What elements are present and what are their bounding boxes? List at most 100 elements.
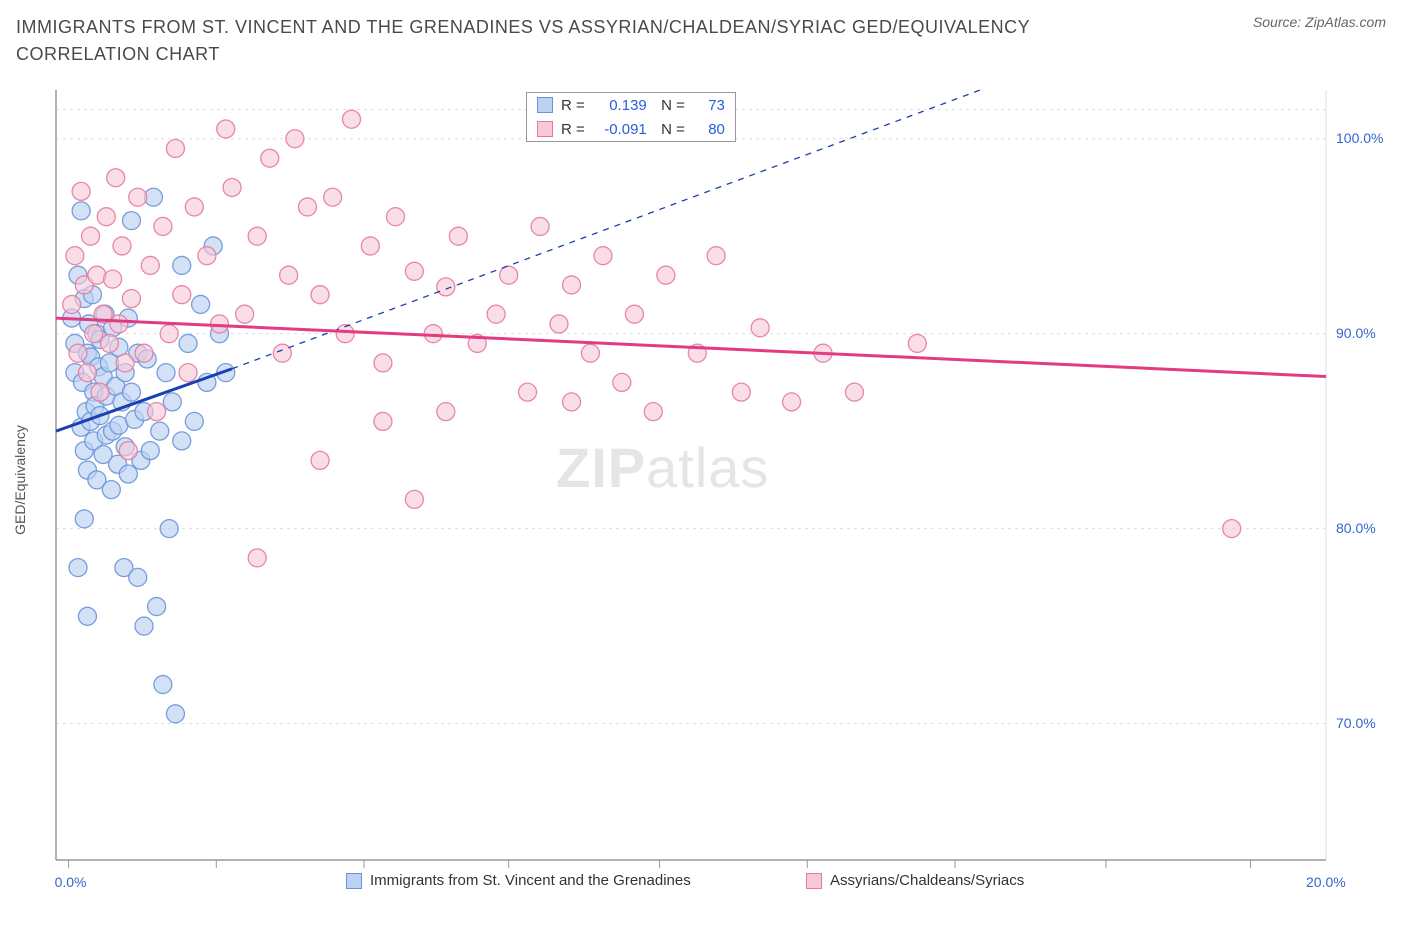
data-point xyxy=(107,169,125,187)
data-point xyxy=(166,139,184,157)
data-point xyxy=(82,227,100,245)
data-point xyxy=(550,315,568,333)
data-point xyxy=(122,212,140,230)
data-point xyxy=(387,208,405,226)
data-point xyxy=(500,266,518,284)
data-point xyxy=(223,178,241,196)
data-point xyxy=(72,182,90,200)
y-axis-label: GED/Equivalency xyxy=(12,425,28,535)
chart-container: IMMIGRANTS FROM ST. VINCENT AND THE GREN… xyxy=(0,0,1406,930)
y-tick-label: 70.0% xyxy=(1336,715,1376,731)
data-point xyxy=(91,383,109,401)
data-point xyxy=(69,559,87,577)
data-point xyxy=(173,432,191,450)
data-point xyxy=(102,481,120,499)
data-point xyxy=(185,412,203,430)
data-point xyxy=(361,237,379,255)
plot-area: ZIPatlas R =0.139 N =73R =-0.091 N =80 xyxy=(56,90,1326,860)
data-point xyxy=(751,319,769,337)
stats-r-value: 0.139 xyxy=(591,97,647,114)
data-point xyxy=(563,276,581,294)
legend-label: Immigrants from St. Vincent and the Gren… xyxy=(370,872,691,889)
data-point xyxy=(625,305,643,323)
bottom-legend-item: Assyrians/Chaldeans/Syriacs xyxy=(806,872,1024,889)
data-point xyxy=(405,262,423,280)
data-point xyxy=(248,549,266,567)
stats-row: R =-0.091 N =80 xyxy=(527,117,735,141)
legend-label: Assyrians/Chaldeans/Syriacs xyxy=(830,872,1024,889)
data-point xyxy=(845,383,863,401)
data-point xyxy=(66,247,84,265)
data-point xyxy=(122,290,140,308)
stats-n-label: N = xyxy=(653,97,685,114)
data-point xyxy=(248,227,266,245)
data-point xyxy=(173,256,191,274)
data-point xyxy=(487,305,505,323)
data-point xyxy=(311,451,329,469)
y-tick-label: 100.0% xyxy=(1336,130,1383,146)
data-point xyxy=(110,315,128,333)
data-point xyxy=(437,403,455,421)
data-point xyxy=(119,465,137,483)
data-point xyxy=(179,364,197,382)
data-point xyxy=(75,510,93,528)
data-point xyxy=(119,442,137,460)
data-point xyxy=(78,607,96,625)
stats-r-label: R = xyxy=(561,97,585,114)
stats-r-value: -0.091 xyxy=(591,121,647,138)
data-point xyxy=(154,217,172,235)
data-point xyxy=(141,442,159,460)
data-point xyxy=(88,266,106,284)
data-point xyxy=(163,393,181,411)
data-point xyxy=(273,344,291,362)
data-point xyxy=(148,403,166,421)
data-point xyxy=(122,383,140,401)
data-point xyxy=(160,520,178,538)
data-point xyxy=(141,256,159,274)
data-point xyxy=(179,334,197,352)
data-point xyxy=(185,198,203,216)
data-point xyxy=(298,198,316,216)
legend-swatch xyxy=(537,97,553,113)
data-point xyxy=(104,270,122,288)
stats-row: R =0.139 N =73 xyxy=(527,93,735,117)
data-point xyxy=(154,676,172,694)
data-point xyxy=(160,325,178,343)
data-point xyxy=(217,120,235,138)
chart-title: IMMIGRANTS FROM ST. VINCENT AND THE GREN… xyxy=(16,14,1116,68)
data-point xyxy=(280,266,298,284)
data-point xyxy=(85,325,103,343)
data-point xyxy=(1223,520,1241,538)
data-point xyxy=(129,568,147,586)
x-tick-label: 0.0% xyxy=(55,874,87,890)
data-point xyxy=(783,393,801,411)
data-point xyxy=(113,237,131,255)
legend-swatch xyxy=(537,121,553,137)
data-point xyxy=(72,202,90,220)
data-point xyxy=(449,227,467,245)
y-tick-label: 90.0% xyxy=(1336,325,1376,341)
data-point xyxy=(166,705,184,723)
data-point xyxy=(437,278,455,296)
data-point xyxy=(374,412,392,430)
stats-box: R =0.139 N =73R =-0.091 N =80 xyxy=(526,92,736,142)
data-point xyxy=(261,149,279,167)
data-point xyxy=(135,617,153,635)
legend-swatch xyxy=(346,873,362,889)
data-point xyxy=(657,266,675,284)
data-point xyxy=(135,344,153,362)
data-point xyxy=(594,247,612,265)
data-point xyxy=(192,295,210,313)
data-point xyxy=(157,364,175,382)
stats-r-label: R = xyxy=(561,121,585,138)
data-point xyxy=(405,490,423,508)
data-point xyxy=(563,393,581,411)
data-point xyxy=(97,208,115,226)
data-point xyxy=(324,188,342,206)
data-point xyxy=(286,130,304,148)
data-point xyxy=(707,247,725,265)
trend-line xyxy=(56,318,1326,376)
bottom-legend-item: Immigrants from St. Vincent and the Gren… xyxy=(346,872,691,889)
data-point xyxy=(581,344,599,362)
data-point xyxy=(78,364,96,382)
